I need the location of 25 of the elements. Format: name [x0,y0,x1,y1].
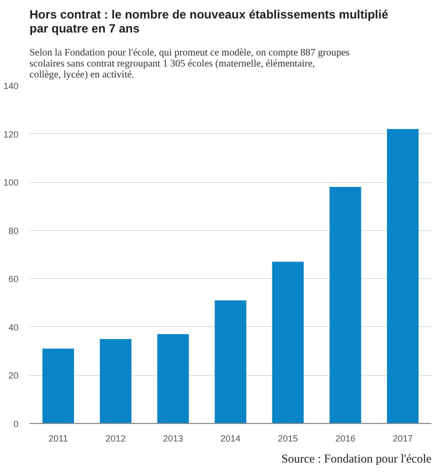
x-tick-label: 2014 [220,434,241,444]
bar [100,339,132,424]
chart-title: Hors contrat : le nombre de nouveaux établissements multiplié par quatre en 7 ans [30,8,389,36]
source-note: Source : Fondation pour l'école [281,452,432,466]
x-tick-label: 2013 [163,434,184,444]
y-tick-label: 140 [3,81,19,91]
y-tick-label: 20 [8,370,19,381]
bar [272,262,304,424]
y-tick-label: 0 [13,419,19,429]
x-tick-label: 2015 [278,434,298,444]
bar [330,186,362,424]
x-tick-label: 2012 [106,434,126,444]
y-tick-label: 40 [8,322,19,332]
bar [42,348,74,424]
bar [214,300,246,424]
y-tick-label: 80 [8,226,19,236]
bar [157,334,189,424]
y-tick-label: 100 [3,178,19,188]
bar [386,128,419,424]
x-tick-label: 2016 [335,434,356,444]
y-tick-label: 120 [3,129,19,140]
chart-subtitle: Selon la Fondation pour l'école, qui promeut ce modèle, on compte 887 groupes scolaires sans contrat regroupant 1 305 écoles (maternelle, élémentaire, collège, lycée) en activité. [30,48,350,80]
x-tick-label: 2011 [48,434,68,444]
x-tick-label: 2017 [392,434,413,444]
y-tick-label: 60 [8,274,19,284]
